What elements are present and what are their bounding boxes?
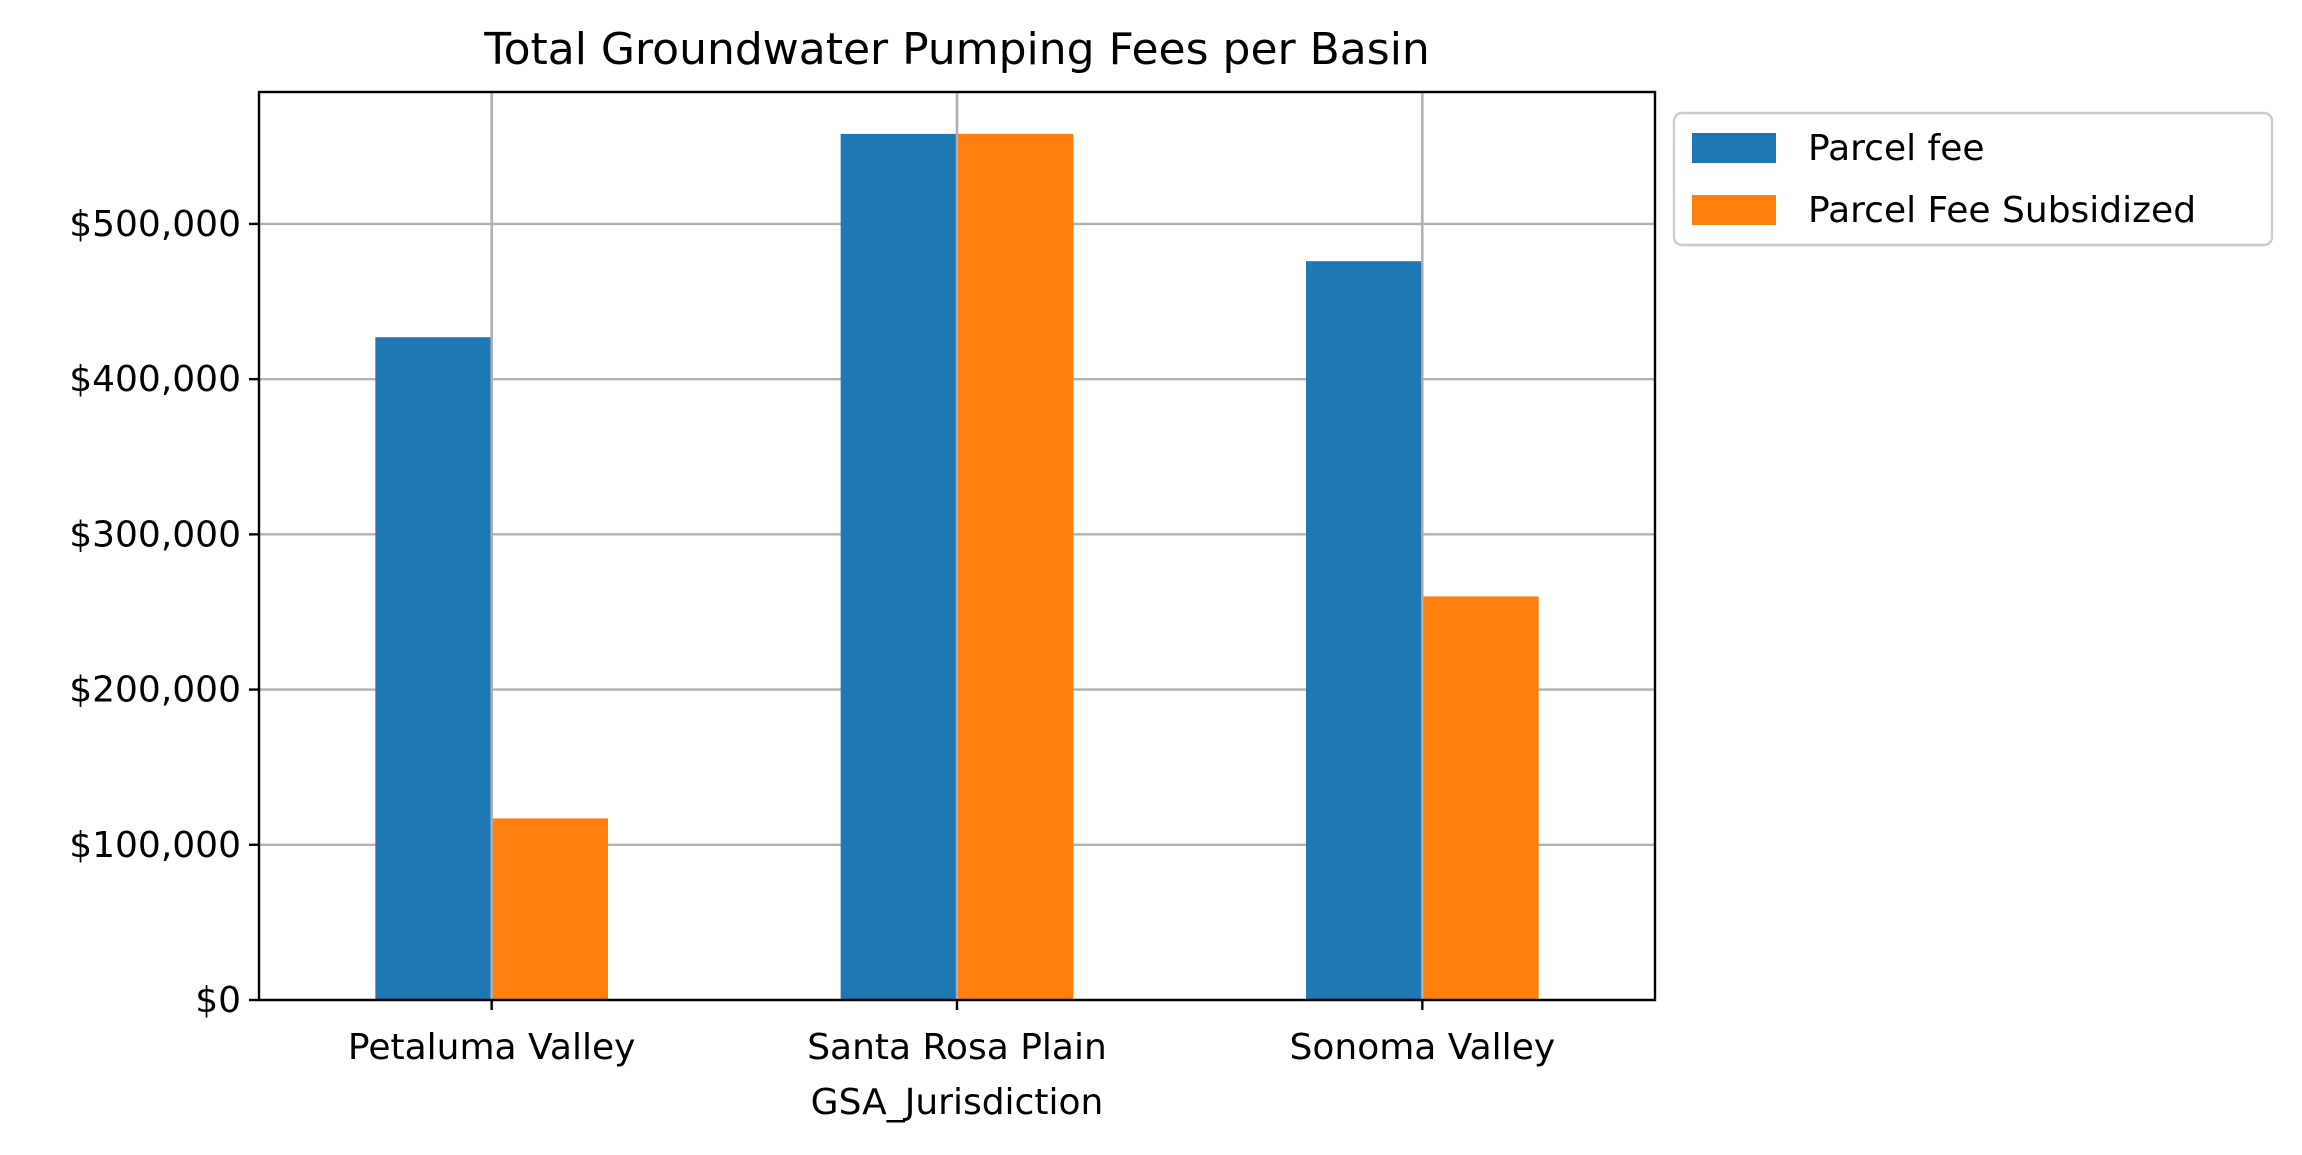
x-axis: Petaluma Valley Santa Rosa Plain Sonoma Va… [348, 1000, 1555, 1068]
bar-series [375, 92, 1539, 1001]
y-tick-label: $300,000 [69, 514, 241, 555]
bar [375, 337, 492, 1000]
x-tick-label: Sonoma Valley [1290, 1027, 1556, 1068]
legend-swatch [1692, 133, 1776, 163]
legend: Parcel fee Parcel Fee Subsidized [1672, 111, 2274, 247]
bar [840, 133, 957, 1000]
x-axis-label: GSA_Jurisdiction [811, 1082, 1104, 1123]
legend-box [1672, 111, 2274, 247]
legend-label: Parcel fee [1808, 128, 1985, 169]
y-tick-label: $400,000 [69, 359, 241, 400]
y-tick-label: $0 [195, 980, 241, 1021]
y-tick-label: $500,000 [69, 204, 241, 245]
y-axis: $0 $100,000 $200,000 $300,000 $400,000 $500,0… [69, 204, 259, 1021]
bar [1422, 596, 1539, 1000]
x-tick-label: Petaluma Valley [348, 1027, 636, 1068]
legend-swatch [1692, 195, 1776, 225]
x-tick-label: Santa Rosa Plain [807, 1027, 1107, 1068]
series-group [375, 133, 1423, 1001]
y-tick-label: $100,000 [69, 825, 241, 866]
chart-title: Total Groundwater Pumping Fees per Basin [483, 24, 1430, 75]
y-tick-label: $200,000 [69, 670, 241, 711]
series-group [491, 133, 1539, 1000]
bar [491, 818, 608, 1000]
bar [1306, 261, 1423, 1001]
legend-label: Parcel Fee Subsidized [1808, 190, 2196, 231]
bar [957, 133, 1074, 1000]
